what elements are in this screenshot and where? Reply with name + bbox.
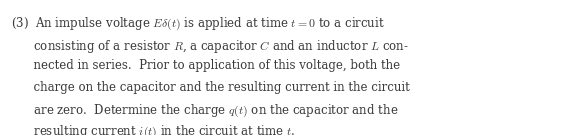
Text: nected in series.  Prior to application of this voltage, both the: nected in series. Prior to application o… [11, 59, 400, 72]
Text: charge on the capacitor and the resulting current in the circuit: charge on the capacitor and the resultin… [11, 81, 410, 94]
Text: resulting current $i(t)$ in the circuit at time $t$.: resulting current $i(t)$ in the circuit … [11, 124, 296, 135]
Text: consisting of a resistor $R$, a capacitor $C$ and an inductor $L$ con-: consisting of a resistor $R$, a capacito… [11, 38, 409, 55]
Text: are zero.  Determine the charge $q(t)$ on the capacitor and the: are zero. Determine the charge $q(t)$ on… [11, 103, 398, 119]
Text: (3)  An impulse voltage $E\delta(t)$ is applied at time $t = 0$ to a circuit: (3) An impulse voltage $E\delta(t)$ is a… [11, 16, 385, 33]
